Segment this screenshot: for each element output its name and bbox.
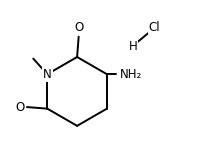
Text: O: O [74, 21, 83, 34]
Text: O: O [15, 100, 25, 114]
Text: NH₂: NH₂ [119, 68, 142, 81]
Text: N: N [43, 68, 52, 81]
Text: Cl: Cl [149, 21, 160, 34]
Text: H: H [129, 40, 138, 52]
